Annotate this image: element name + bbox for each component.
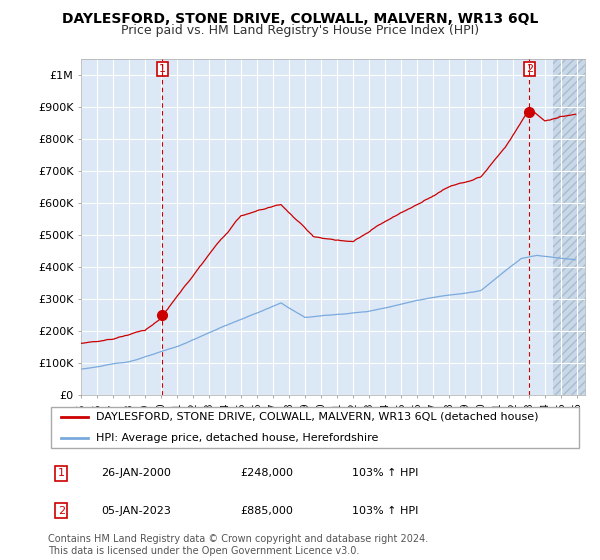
FancyBboxPatch shape [50,407,580,449]
Text: £248,000: £248,000 [240,468,293,478]
Text: 26-JAN-2000: 26-JAN-2000 [101,468,171,478]
Text: Contains HM Land Registry data © Crown copyright and database right 2024.
This d: Contains HM Land Registry data © Crown c… [48,534,428,556]
Text: Price paid vs. HM Land Registry's House Price Index (HPI): Price paid vs. HM Land Registry's House … [121,24,479,36]
Text: £885,000: £885,000 [240,506,293,516]
Text: 2: 2 [526,64,533,74]
Text: 05-JAN-2023: 05-JAN-2023 [101,506,171,516]
Text: 2: 2 [58,506,65,516]
Text: 103% ↑ HPI: 103% ↑ HPI [352,468,419,478]
Text: DAYLESFORD, STONE DRIVE, COLWALL, MALVERN, WR13 6QL: DAYLESFORD, STONE DRIVE, COLWALL, MALVER… [62,12,538,26]
Text: DAYLESFORD, STONE DRIVE, COLWALL, MALVERN, WR13 6QL (detached house): DAYLESFORD, STONE DRIVE, COLWALL, MALVER… [96,412,539,422]
Text: 1: 1 [158,64,166,74]
Text: 1: 1 [58,468,65,478]
Text: HPI: Average price, detached house, Herefordshire: HPI: Average price, detached house, Here… [96,433,379,444]
Text: 103% ↑ HPI: 103% ↑ HPI [352,506,419,516]
Bar [553,59,585,395]
